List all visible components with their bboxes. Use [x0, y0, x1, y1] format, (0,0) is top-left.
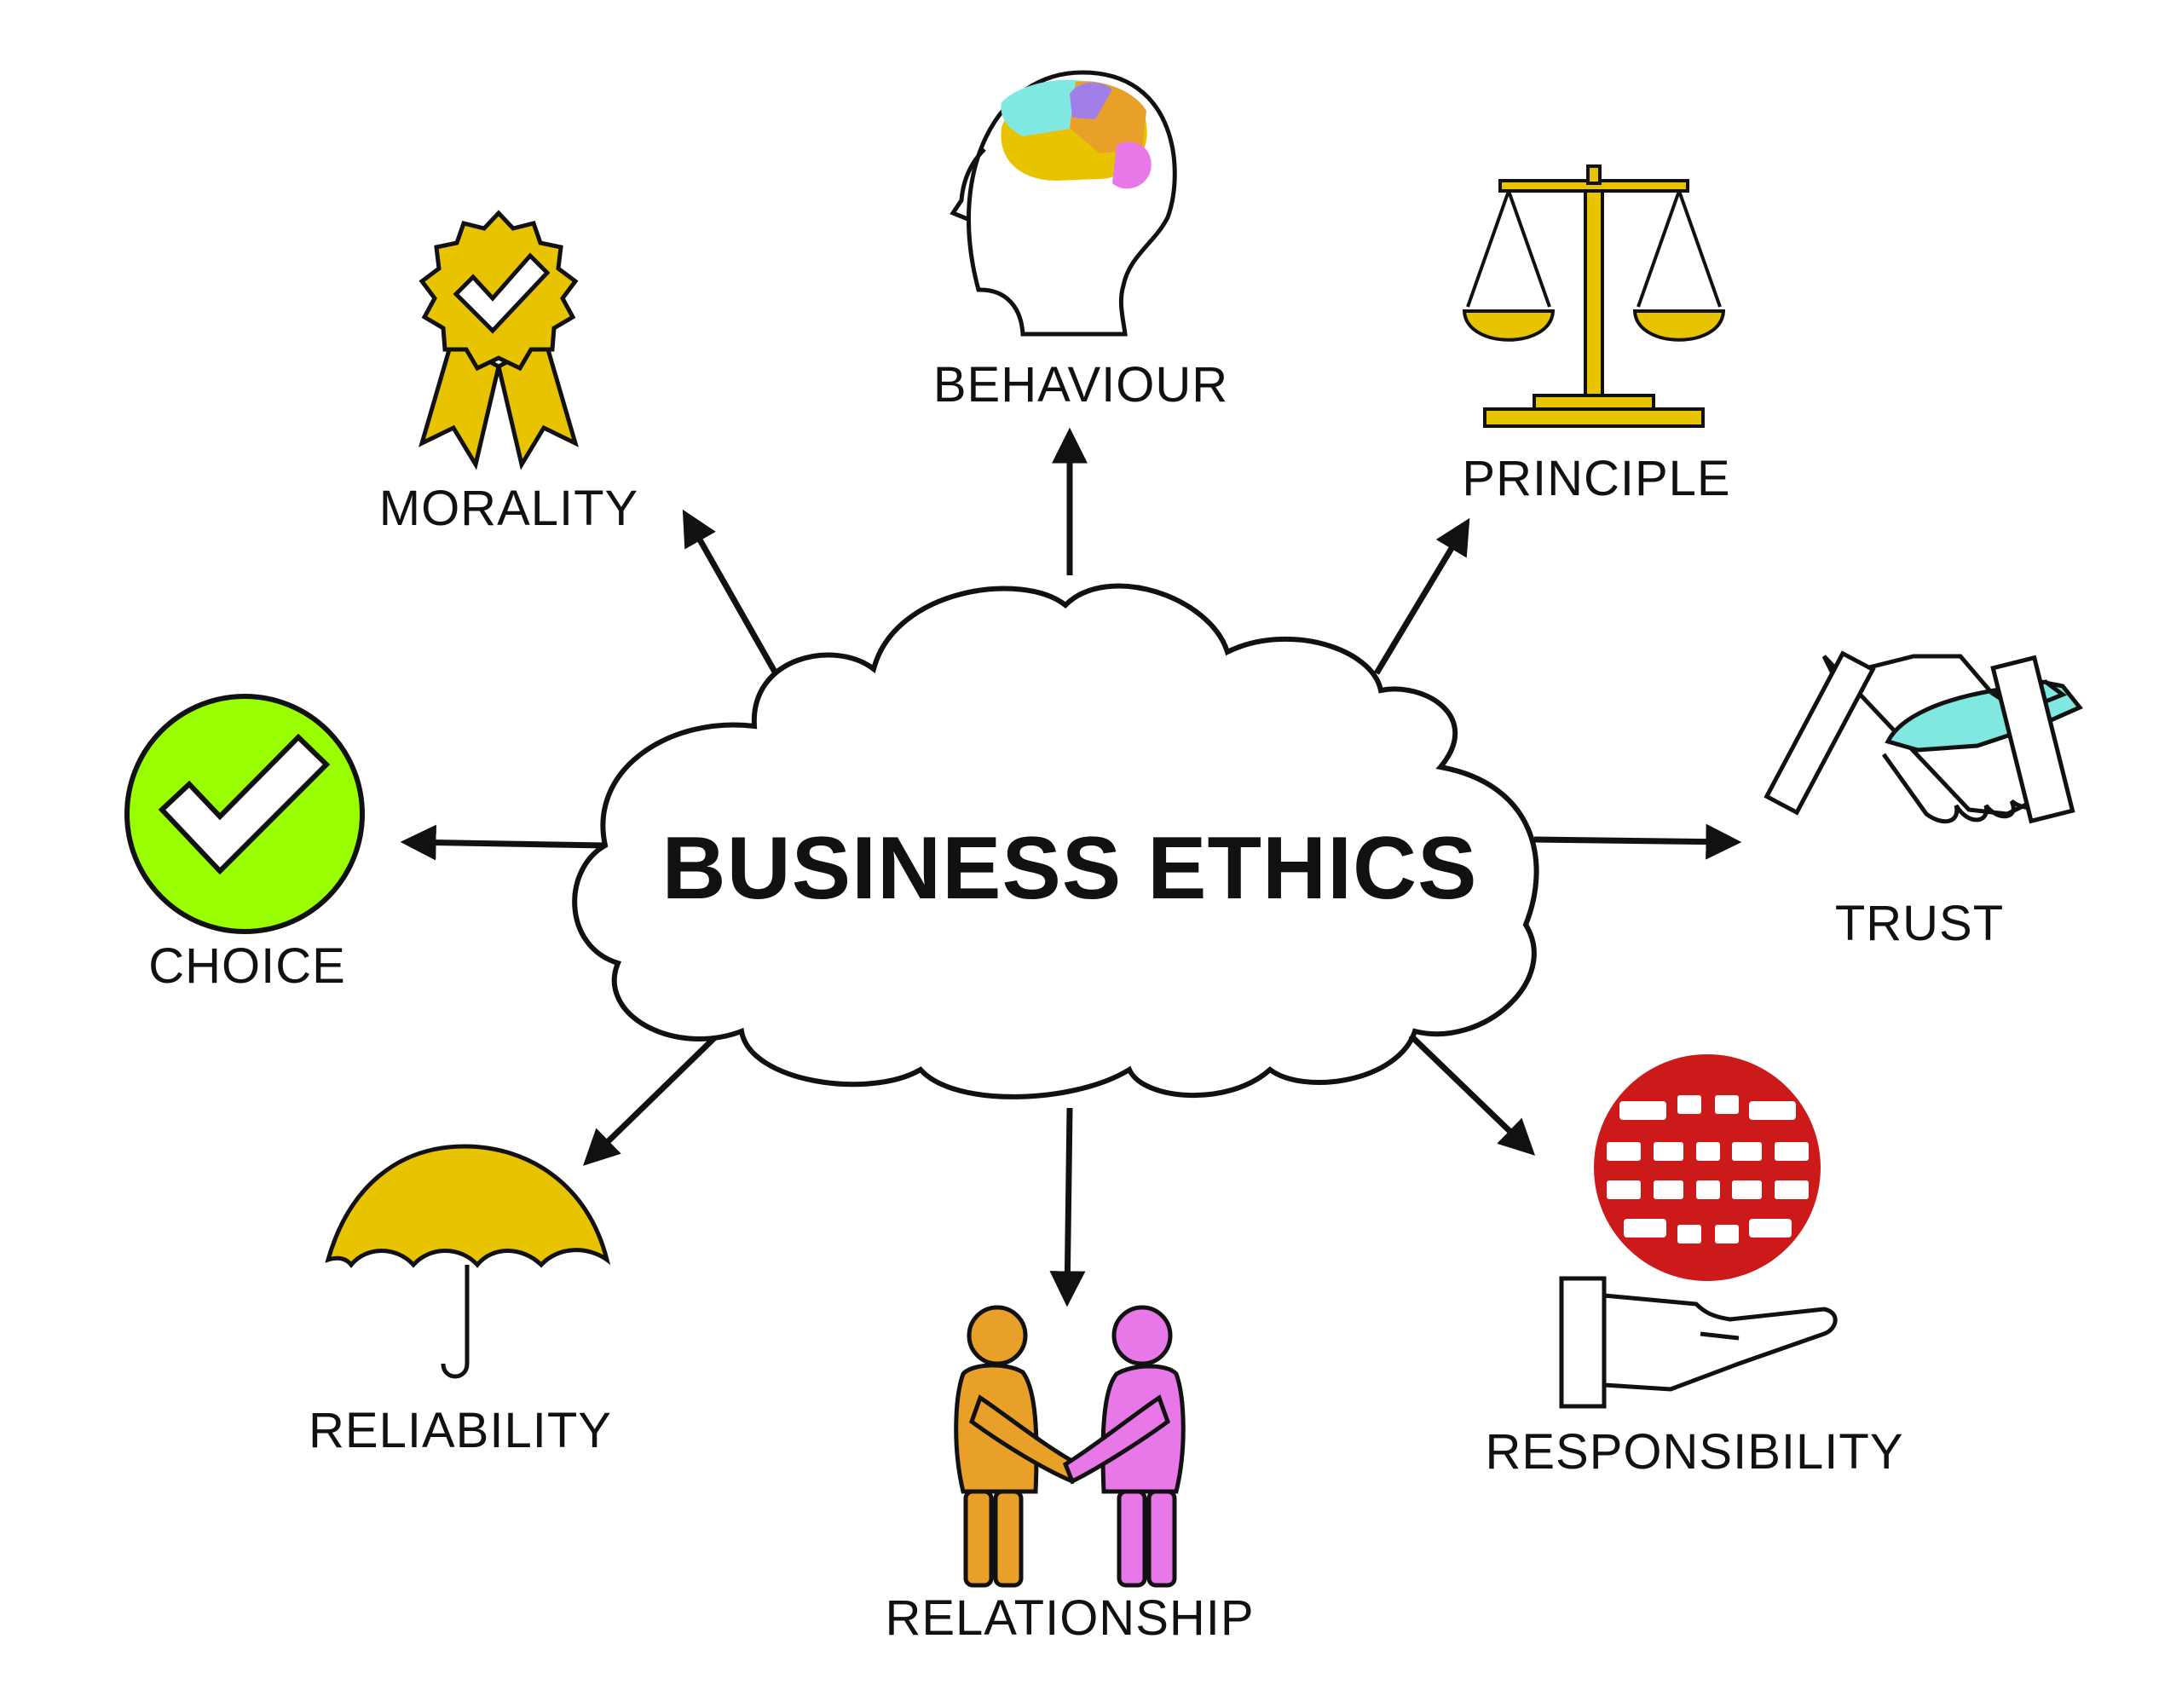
arrow-responsibility	[1408, 1033, 1536, 1156]
arrow-reliability	[582, 1036, 717, 1166]
arrow-morality	[682, 509, 779, 675]
check-circle-icon	[124, 694, 365, 934]
node-label-morality: MORALITY	[378, 481, 639, 536]
arrow-principle	[1373, 517, 1470, 675]
head-brain-icon	[950, 70, 1177, 337]
connector-arrows	[400, 427, 1742, 1307]
node-label-choice: CHOICE	[148, 938, 346, 994]
scales-icon	[1462, 164, 1726, 428]
umbrella-icon	[325, 1144, 611, 1379]
center-cloud	[572, 583, 1539, 1099]
arrow-choice	[400, 824, 606, 861]
award-ribbon-icon	[419, 210, 579, 470]
node-label-relationship: RELATIONSHIP	[885, 1590, 1255, 1646]
node-label-responsibility: RESPONSIBILITY	[1485, 1424, 1904, 1480]
arrow-relationship	[1049, 1107, 1086, 1307]
two-people-icon	[954, 1305, 1186, 1588]
globe-in-hand-icon	[1559, 1054, 1838, 1409]
arrow-trust	[1533, 823, 1742, 860]
center-title: BUSINESS ETHICS	[661, 819, 1478, 918]
node-label-reliability: RELIABILITY	[309, 1403, 612, 1458]
handshake-icon	[1763, 650, 2083, 824]
node-label-principle: PRINCIPLE	[1462, 451, 1731, 506]
node-label-behaviour: BEHAVIOUR	[932, 357, 1229, 413]
node-label-trust: TRUST	[1834, 896, 2005, 951]
